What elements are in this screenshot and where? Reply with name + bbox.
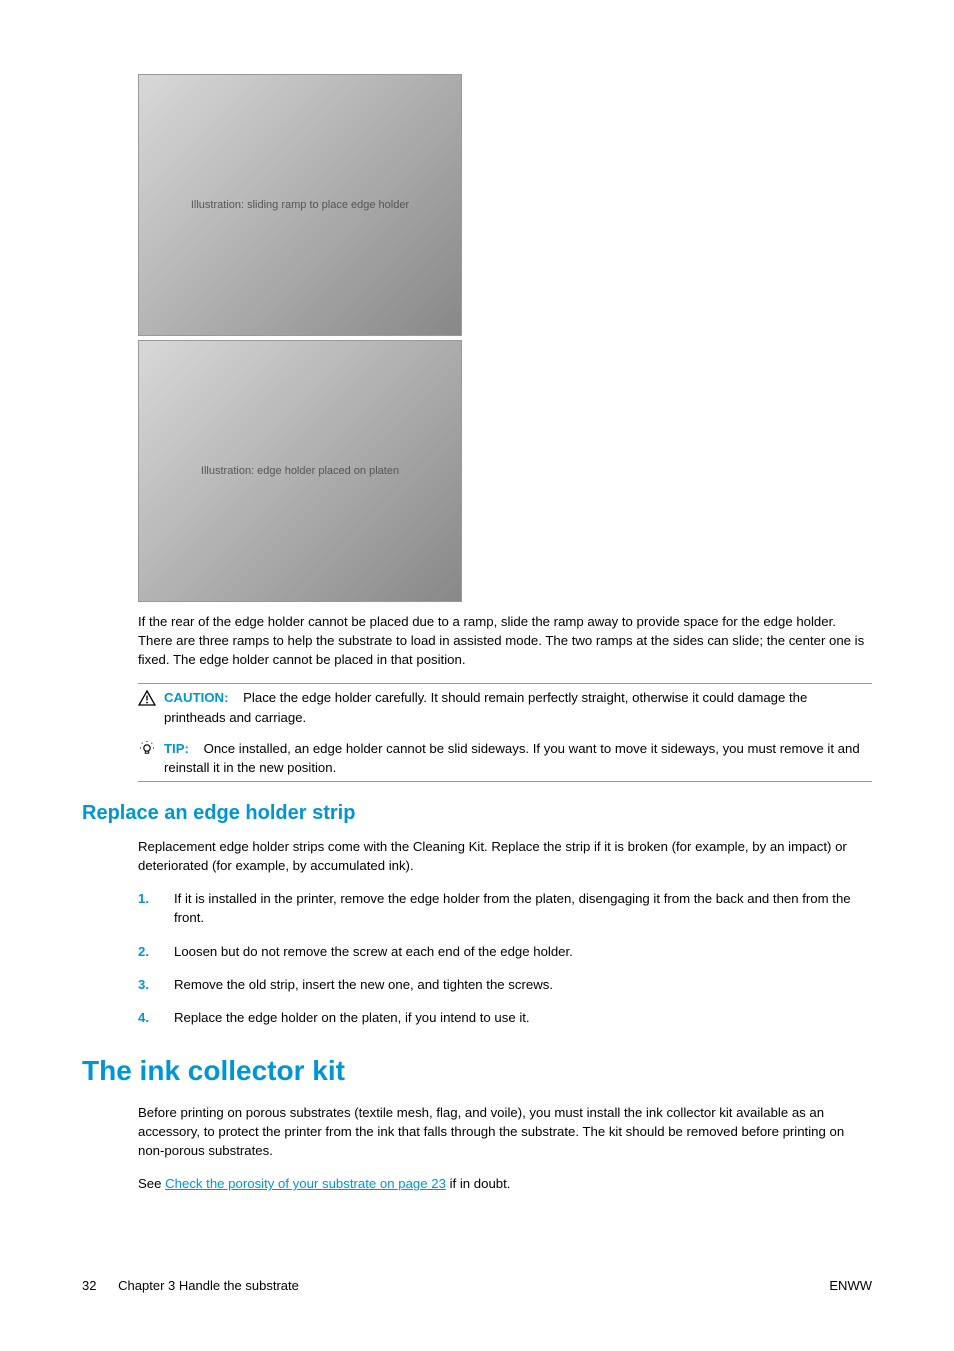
ink-para2-post: if in doubt. bbox=[446, 1176, 511, 1191]
caution-text-content: Place the edge holder carefully. It shou… bbox=[164, 690, 807, 724]
caution-body: CAUTION: Place the edge holder carefully… bbox=[164, 688, 872, 726]
ink-collector-heading: The ink collector kit bbox=[82, 1055, 872, 1087]
step-2-text: Loosen but do not remove the screw at ea… bbox=[174, 942, 573, 961]
step-2: 2. Loosen but do not remove the screw at… bbox=[138, 942, 872, 961]
step-2-number: 2. bbox=[138, 942, 156, 961]
step-4-number: 4. bbox=[138, 1008, 156, 1027]
tip-icon bbox=[138, 740, 156, 758]
caution-icon bbox=[138, 689, 156, 707]
step-3-number: 3. bbox=[138, 975, 156, 994]
page-footer: 32 Chapter 3 Handle the substrate ENWW bbox=[82, 1278, 872, 1293]
footer-right: ENWW bbox=[829, 1278, 872, 1293]
caution-note: CAUTION: Place the edge holder carefully… bbox=[138, 683, 872, 726]
footer-left: 32 Chapter 3 Handle the substrate bbox=[82, 1278, 299, 1293]
tip-label: TIP: bbox=[164, 741, 189, 756]
figure-2: Illustration: edge holder placed on plat… bbox=[138, 340, 462, 602]
step-1-number: 1. bbox=[138, 889, 156, 927]
figure-2-alt: Illustration: edge holder placed on plat… bbox=[201, 465, 399, 477]
replace-intro: Replacement edge holder strips come with… bbox=[138, 837, 872, 875]
edge-holder-ramp-paragraph: If the rear of the edge holder cannot be… bbox=[138, 612, 872, 669]
caution-label: CAUTION: bbox=[164, 690, 228, 705]
figure-1-alt: Illustration: sliding ramp to place edge… bbox=[191, 199, 409, 211]
ink-para2-pre: See bbox=[138, 1176, 165, 1191]
ink-collector-para2: See Check the porosity of your substrate… bbox=[138, 1174, 872, 1193]
caution-text bbox=[232, 690, 243, 705]
tip-body: TIP: Once installed, an edge holder cann… bbox=[164, 739, 872, 777]
step-1: 1. If it is installed in the printer, re… bbox=[138, 889, 872, 927]
porosity-link[interactable]: Check the porosity of your substrate on … bbox=[165, 1176, 446, 1191]
step-4-text: Replace the edge holder on the platen, i… bbox=[174, 1008, 530, 1027]
tip-note: TIP: Once installed, an edge holder cann… bbox=[138, 739, 872, 782]
ink-collector-para1: Before printing on porous substrates (te… bbox=[138, 1103, 872, 1160]
footer-chapter: Chapter 3 Handle the substrate bbox=[118, 1278, 299, 1293]
tip-text-content: Once installed, an edge holder cannot be… bbox=[164, 741, 860, 775]
figure-1: Illustration: sliding ramp to place edge… bbox=[138, 74, 462, 336]
step-1-text: If it is installed in the printer, remov… bbox=[174, 889, 872, 927]
step-4: 4. Replace the edge holder on the platen… bbox=[138, 1008, 872, 1027]
tip-text bbox=[193, 741, 204, 756]
footer-page-number: 32 bbox=[82, 1278, 96, 1293]
step-3-text: Remove the old strip, insert the new one… bbox=[174, 975, 553, 994]
step-3: 3. Remove the old strip, insert the new … bbox=[138, 975, 872, 994]
replace-edge-holder-heading: Replace an edge holder strip bbox=[82, 802, 872, 825]
